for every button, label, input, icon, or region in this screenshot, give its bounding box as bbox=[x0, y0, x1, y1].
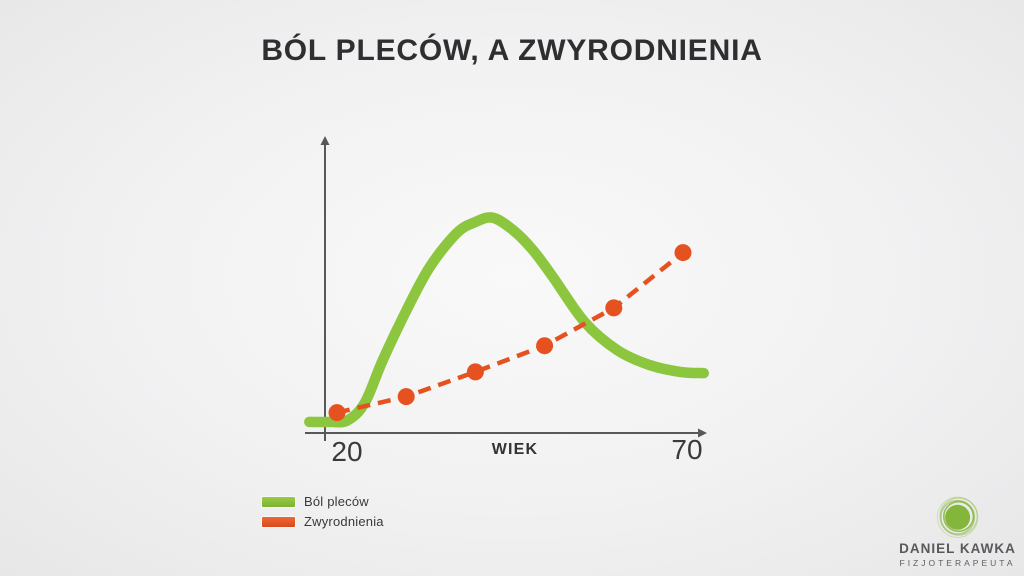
logo-ring bbox=[942, 500, 974, 533]
x-tick-20: 20 bbox=[331, 436, 363, 467]
logo-ring bbox=[938, 497, 978, 536]
data-point bbox=[536, 337, 554, 355]
logo-ring bbox=[939, 499, 975, 535]
logo-ring bbox=[936, 496, 978, 538]
branding-name: DANIEL KAWKA bbox=[899, 541, 1016, 556]
legend-swatch-orange bbox=[262, 516, 295, 527]
data-point bbox=[674, 244, 692, 262]
x-axis-arrow-icon bbox=[698, 428, 707, 438]
data-point bbox=[328, 404, 346, 422]
legend-swatch-green bbox=[262, 496, 295, 507]
legend-label: Zwyrodnienia bbox=[304, 514, 384, 529]
branding-role: FIZJOTERAPEUTA bbox=[899, 558, 1016, 568]
data-point bbox=[466, 363, 484, 381]
x-tick-70: 70 bbox=[671, 434, 703, 465]
series-zwyrodnienia-points bbox=[328, 244, 692, 422]
series-bol-plecow-curve bbox=[304, 212, 710, 428]
chart-legend: Ból pleców Zwyrodnienia bbox=[262, 494, 384, 535]
logo-ring bbox=[944, 504, 970, 530]
y-axis-arrow-icon bbox=[320, 136, 330, 145]
branding-block: DANIEL KAWKA FIZJOTERAPEUTA bbox=[895, 494, 1020, 568]
data-point bbox=[397, 388, 415, 406]
legend-item-bol-plecow: Ból pleców bbox=[262, 494, 384, 509]
x-axis-title: WIEK bbox=[491, 441, 539, 458]
series-zwyrodnienia-line bbox=[336, 250, 685, 415]
legend-label: Ból pleców bbox=[304, 494, 369, 509]
data-point bbox=[605, 299, 623, 317]
legend-item-zwyrodnienia: Zwyrodnienia bbox=[262, 514, 384, 529]
page-title: BÓL PLECÓW, A ZWYRODNIENIA bbox=[261, 34, 763, 67]
logo-circle-icon bbox=[936, 496, 978, 538]
chart-axes bbox=[305, 136, 707, 441]
